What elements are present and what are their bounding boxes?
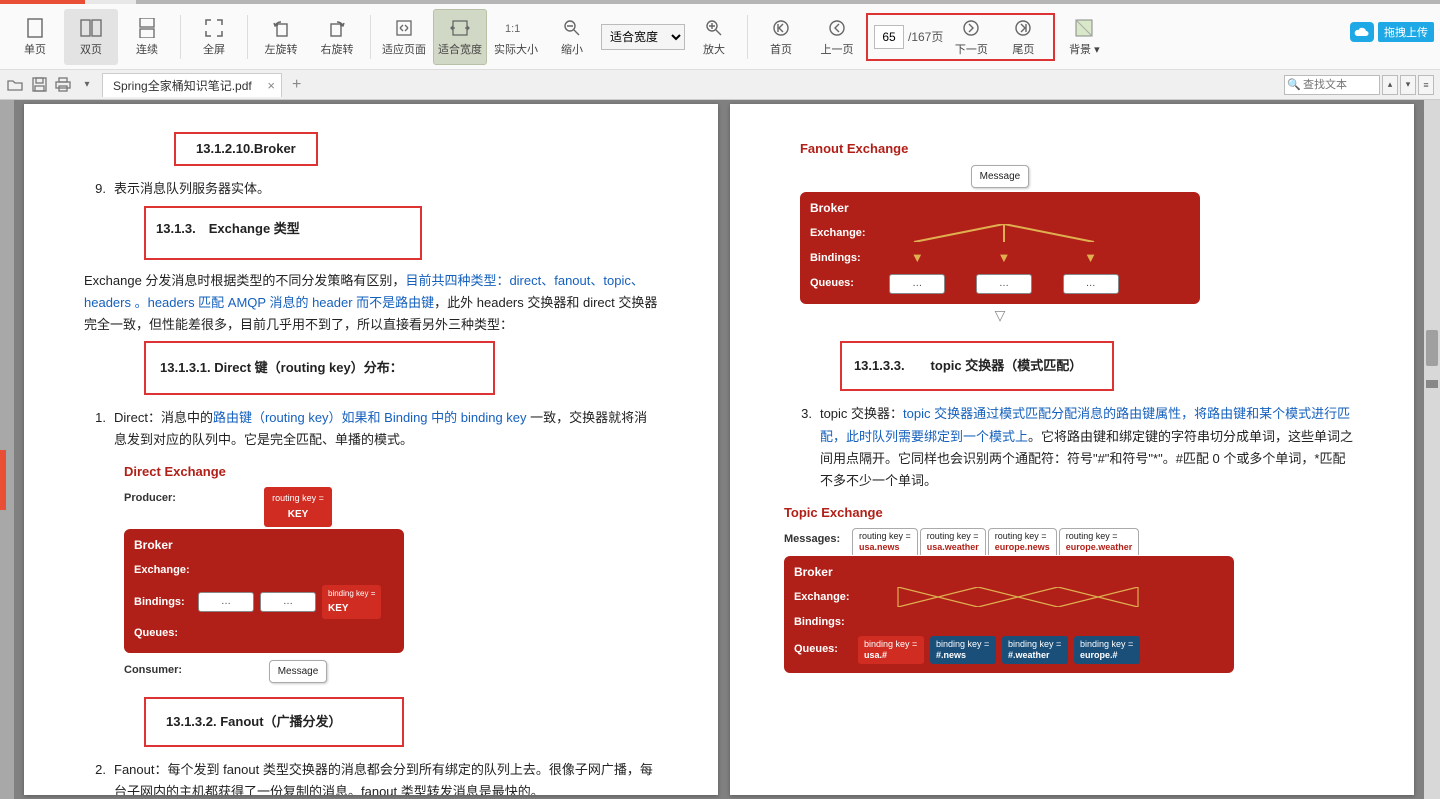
side-ruler bbox=[0, 100, 14, 799]
fullscreen-icon bbox=[203, 17, 225, 39]
workspace: 13.1.2.10.Broker 9.表示消息队列服务器实体。 13.1.3. … bbox=[0, 100, 1440, 799]
first-icon bbox=[770, 17, 792, 39]
single-page-button[interactable]: 单页 bbox=[8, 9, 62, 65]
cloud-icon bbox=[1350, 22, 1374, 42]
rotate-right-icon bbox=[326, 17, 348, 39]
document-tab-label: Spring全家桶知识笔记.pdf bbox=[113, 77, 252, 94]
double-page-icon bbox=[80, 17, 102, 39]
continuous-icon bbox=[136, 17, 158, 39]
vertical-scrollbar[interactable] bbox=[1424, 100, 1440, 799]
search-next-button[interactable]: ▾ bbox=[1400, 75, 1416, 95]
fit-width-icon bbox=[449, 17, 471, 39]
continuous-button[interactable]: 连续 bbox=[120, 9, 174, 65]
search-icon: 🔍 bbox=[1287, 78, 1301, 91]
heading-fanout: 13.1.3.2. Fanout（广播分发） bbox=[144, 697, 404, 747]
pdf-page-right: Fanout Exchange Message Broker Exchange:… bbox=[730, 104, 1414, 795]
search-prev-button[interactable]: ▴ bbox=[1382, 75, 1398, 95]
document-tab[interactable]: Spring全家桶知识笔记.pdf × bbox=[102, 73, 282, 97]
rotate-left-icon bbox=[270, 17, 292, 39]
heading-exchange-type: 13.1.3. Exchange 类型 bbox=[144, 206, 422, 260]
fanout-exchange-diagram: Fanout Exchange Message Broker Exchange:… bbox=[800, 138, 1200, 327]
fit-width-button[interactable]: 适合宽度 bbox=[433, 9, 487, 65]
last-page-button[interactable]: 尾页 bbox=[999, 9, 1047, 65]
topic-exchange-diagram: Topic Exchange Messages: routing key =us… bbox=[784, 502, 1234, 673]
svg-text:1:1: 1:1 bbox=[505, 23, 520, 35]
zoom-out-icon bbox=[561, 17, 583, 39]
background-icon bbox=[1073, 17, 1095, 39]
fit-page-icon bbox=[393, 17, 415, 39]
last-icon bbox=[1012, 17, 1034, 39]
prev-icon bbox=[826, 17, 848, 39]
fit-page-button[interactable]: 适应页面 bbox=[377, 9, 431, 65]
rotate-left-button[interactable]: 左旋转 bbox=[254, 9, 308, 65]
page-nav-group: /167页 下一页 尾页 bbox=[866, 13, 1055, 61]
first-page-button[interactable]: 首页 bbox=[754, 9, 808, 65]
next-icon bbox=[960, 17, 982, 39]
page-total: /167页 bbox=[908, 28, 943, 45]
double-page-button[interactable]: 双页 bbox=[64, 9, 118, 65]
cloud-upload[interactable]: 拖拽上传 bbox=[1350, 22, 1434, 42]
actual-size-icon: 1:1 bbox=[505, 17, 527, 39]
zoom-in-button[interactable]: 放大 bbox=[687, 9, 741, 65]
zoom-select[interactable]: 适合宽度 bbox=[601, 24, 685, 50]
ribbon: 单页 双页 连续 全屏 左旋转 右旋转 适应页面 适合宽度 1:1实际大小 缩小… bbox=[0, 4, 1440, 70]
page-icon bbox=[24, 17, 46, 39]
rotate-right-button[interactable]: 右旋转 bbox=[310, 9, 364, 65]
zoom-in-icon bbox=[703, 17, 725, 39]
search-menu-button[interactable]: ≡ bbox=[1418, 75, 1434, 95]
prev-page-button[interactable]: 上一页 bbox=[810, 9, 864, 65]
direct-exchange-diagram: Direct Exchange Producer:routing key =KE… bbox=[124, 461, 404, 683]
pdf-page-left: 13.1.2.10.Broker 9.表示消息队列服务器实体。 13.1.3. … bbox=[24, 104, 718, 795]
page-input[interactable] bbox=[874, 25, 904, 49]
close-tab-icon[interactable]: × bbox=[267, 78, 275, 93]
new-tab-button[interactable]: + bbox=[288, 76, 305, 94]
print-icon[interactable] bbox=[54, 76, 72, 94]
actual-size-button[interactable]: 1:1实际大小 bbox=[489, 9, 543, 65]
heading-direct: 13.1.3.1. Direct 键（routing key）分布： bbox=[144, 341, 495, 395]
open-icon[interactable] bbox=[6, 76, 24, 94]
background-button[interactable]: 背景 ▾ bbox=[1057, 9, 1111, 65]
heading-broker: 13.1.2.10.Broker bbox=[174, 132, 318, 166]
next-page-button[interactable]: 下一页 bbox=[947, 9, 995, 65]
heading-topic: 13.1.3.3. topic 交换器（模式匹配） bbox=[840, 341, 1114, 391]
dropdown-icon[interactable]: ▾ bbox=[78, 76, 96, 94]
scrollbar-thumb[interactable] bbox=[1426, 330, 1438, 366]
fullscreen-button[interactable]: 全屏 bbox=[187, 9, 241, 65]
zoom-out-button[interactable]: 缩小 bbox=[545, 9, 599, 65]
save-icon[interactable] bbox=[30, 76, 48, 94]
tab-bar: ▾ Spring全家桶知识笔记.pdf × + 🔍 ▴ ▾ ≡ bbox=[0, 70, 1440, 100]
